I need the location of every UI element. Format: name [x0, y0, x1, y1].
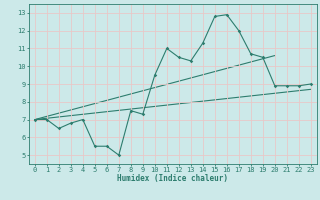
X-axis label: Humidex (Indice chaleur): Humidex (Indice chaleur)	[117, 174, 228, 183]
